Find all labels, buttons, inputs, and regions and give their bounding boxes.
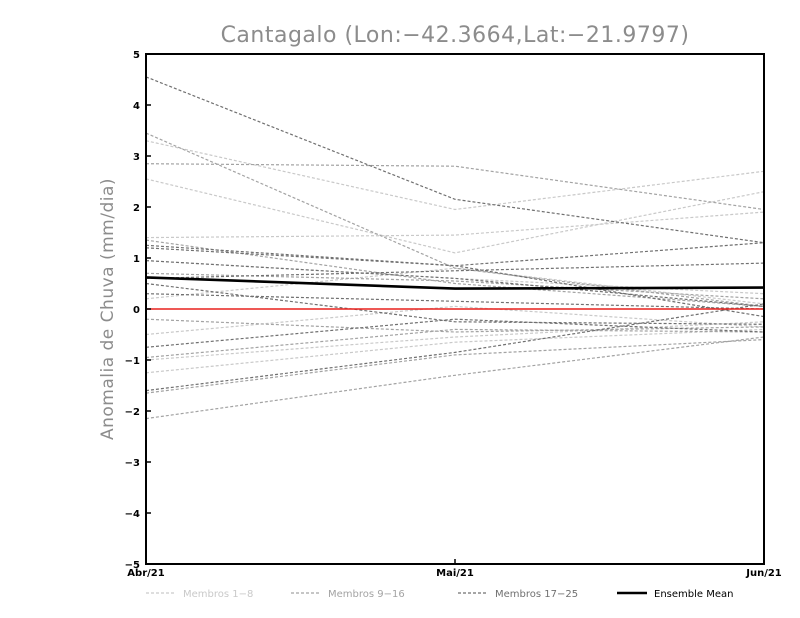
member-series-line-8 (145, 328, 765, 374)
x-tick-label: Abr/21 (127, 568, 164, 579)
member-series-line-18 (145, 242, 765, 267)
y-tick-label: −3 (125, 458, 140, 469)
member-series-line-13 (145, 318, 765, 333)
member-series-line-15 (145, 339, 765, 394)
legend-label: Membros 17−25 (495, 589, 578, 600)
y-tick-label: 0 (133, 305, 140, 316)
member-series-line-10 (145, 132, 765, 307)
ensemble-mean-line (145, 276, 765, 290)
y-tick-label: 2 (133, 203, 140, 214)
member-series-line-23 (145, 282, 765, 325)
y-tick-label: 1 (133, 254, 140, 265)
member-series-line-14 (145, 328, 765, 359)
member-series-line-22 (145, 293, 765, 310)
member-series-line-24 (145, 318, 765, 348)
member-series-line-2 (145, 178, 765, 254)
member-series-line-16 (145, 336, 765, 420)
member-series-line-21 (145, 262, 765, 279)
legend: Membros 1−8 Membros 9−16 Membros 17−25 Ense… (146, 589, 733, 600)
y-ticks: −5 −4 −3 −2 −1 0 1 2 3 4 5 (125, 50, 151, 571)
member-series-line-12 (145, 272, 765, 300)
y-tick-label: −2 (125, 407, 140, 418)
y-tick-label: 5 (133, 50, 140, 61)
y-tick-label: −4 (125, 509, 140, 520)
member-series-line-7 (145, 321, 765, 361)
y-tick-label: −5 (125, 560, 140, 571)
member-series-line-17 (145, 76, 765, 244)
x-ticks: Abr/21 Mai/21 Jun/21 (127, 559, 782, 579)
x-tick-label: Jun/21 (745, 568, 782, 579)
y-axis-label: Anomalia de Chuva (mm/dia) (98, 178, 118, 440)
ensemble-mean-layer (145, 276, 765, 290)
member-series-line-25 (145, 303, 765, 392)
member-series-line-20 (145, 260, 765, 307)
member-series-line-6 (145, 305, 765, 336)
y-tick-label: 4 (133, 101, 140, 112)
x-tick-label: Mai/21 (436, 568, 474, 579)
legend-label: Ensemble Mean (654, 589, 733, 600)
legend-label: Membros 9−16 (328, 589, 405, 600)
y-tick-label: 3 (133, 152, 140, 163)
member-series-line-9 (145, 163, 765, 211)
legend-label: Membros 1−8 (183, 589, 253, 600)
y-tick-label: −1 (125, 356, 140, 367)
series-layer (145, 76, 765, 420)
member-series-line-3 (145, 211, 765, 239)
member-series-line-1 (145, 140, 765, 211)
member-series-line-11 (145, 239, 765, 307)
chart-title: Cantagalo (Lon:−42.3664,Lat:−21.9797) (221, 23, 690, 48)
